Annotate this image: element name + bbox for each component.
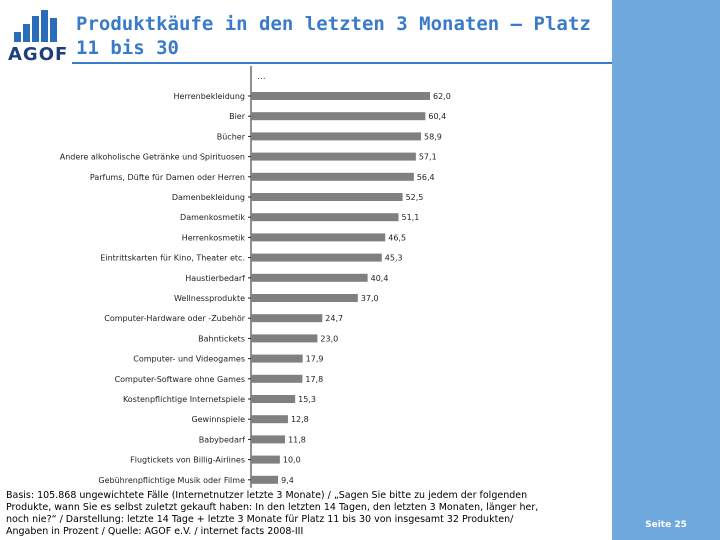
bar <box>251 455 280 464</box>
bar <box>251 213 399 222</box>
bar <box>251 334 318 343</box>
category-label: Haustierbedarf <box>185 274 245 283</box>
bar <box>251 112 426 121</box>
bar <box>251 152 416 161</box>
bar <box>251 172 414 181</box>
category-label: Bücher <box>217 132 246 141</box>
value-label: 51,1 <box>402 213 420 222</box>
value-label: 24,7 <box>325 314 343 323</box>
bar <box>251 354 303 363</box>
category-label: Bier <box>229 112 246 121</box>
category-label: Babybedarf <box>199 435 245 444</box>
bar <box>251 132 422 141</box>
category-label: Damenbekleidung <box>172 193 245 202</box>
logo-bar <box>14 32 21 42</box>
category-label: Computer-Hardware oder -Zubehör <box>104 314 245 323</box>
bar <box>251 233 386 242</box>
chart-top-note: ... <box>257 72 266 82</box>
value-label: 58,9 <box>424 132 442 141</box>
value-label: 52,5 <box>406 193 424 202</box>
category-label: Herrenbekleidung <box>174 92 246 101</box>
value-label: 37,0 <box>361 294 379 303</box>
bar <box>251 273 368 282</box>
category-label: Herrenkosmetik <box>182 233 246 242</box>
category-label: Computer- und Videogames <box>133 355 245 364</box>
value-label: 10,0 <box>283 456 301 465</box>
bar <box>251 435 286 444</box>
category-label: Kostenpflichtige Internetspiele <box>123 395 245 404</box>
bar <box>251 395 296 403</box>
bar <box>251 314 323 323</box>
value-label: 56,4 <box>417 173 435 182</box>
page-number: Seite 25 <box>645 520 687 530</box>
category-label: Parfums, Düfte für Damen oder Herren <box>90 173 245 182</box>
category-label: Gebührenpflichtige Musik oder Filme <box>98 476 245 485</box>
value-label: 62,0 <box>433 92 451 101</box>
footnote: Basis: 105.868 ungewichtete Fälle (Inter… <box>6 490 606 538</box>
bar <box>251 92 430 100</box>
sidebar: Seite 25 <box>612 0 720 540</box>
bar <box>251 475 279 484</box>
value-label: 9,4 <box>281 476 294 485</box>
footnote-line: Basis: 105.868 ungewichtete Fälle (Inter… <box>6 490 528 501</box>
value-label: 40,4 <box>371 274 389 283</box>
title-divider <box>72 62 612 64</box>
bar <box>251 294 358 302</box>
category-label: Eintrittskarten für Kino, Theater etc. <box>100 254 245 263</box>
category-label: Gewinnspiele <box>191 415 245 424</box>
logo-bar <box>23 24 30 42</box>
logo-bars-icon <box>14 10 58 42</box>
value-label: 60,4 <box>428 112 446 121</box>
bar-chart: ... Herrenbekleidung 62,0 Bier 60,4 Bücher 58,… <box>60 66 451 488</box>
bar <box>251 193 403 201</box>
bar <box>251 374 303 383</box>
category-label: Flugtickets von Billig-Airlines <box>130 456 245 465</box>
value-label: 45,3 <box>385 254 403 263</box>
footnote-line: noch nie?“ / Darstellung: letzte 14 Tage… <box>6 514 514 525</box>
category-label: Wellnessprodukte <box>174 294 245 303</box>
footnote-line: Produkte, wann Sie es selbst zuletzt gek… <box>6 502 539 513</box>
category-label: Andere alkoholische Getränke und Spiritu… <box>60 153 245 162</box>
logo-bar <box>41 10 48 42</box>
value-label: 57,1 <box>419 153 437 162</box>
value-label: 46,5 <box>388 233 406 242</box>
category-label: Damenkosmetik <box>180 213 245 222</box>
bar <box>251 415 288 424</box>
value-label: 12,8 <box>291 415 309 424</box>
bar <box>251 253 382 262</box>
footnote-line: Angaben in Prozent / Quelle: AGOF e.V. /… <box>6 526 304 537</box>
logo-text: AGOF <box>8 44 69 65</box>
value-label: 15,3 <box>298 395 316 404</box>
logo-bar <box>32 16 39 42</box>
value-label: 17,9 <box>306 355 324 364</box>
value-label: 11,8 <box>288 435 306 444</box>
agof-logo: AGOF <box>8 10 67 65</box>
value-label: 17,8 <box>305 375 323 384</box>
logo-bar <box>50 18 57 42</box>
category-label: Bahntickets <box>198 334 245 343</box>
category-label: Computer-Software ohne Games <box>115 375 245 384</box>
page-title: Produktkäufe in den letzten 3 Monaten – … <box>76 13 591 59</box>
value-label: 23,0 <box>320 334 338 343</box>
